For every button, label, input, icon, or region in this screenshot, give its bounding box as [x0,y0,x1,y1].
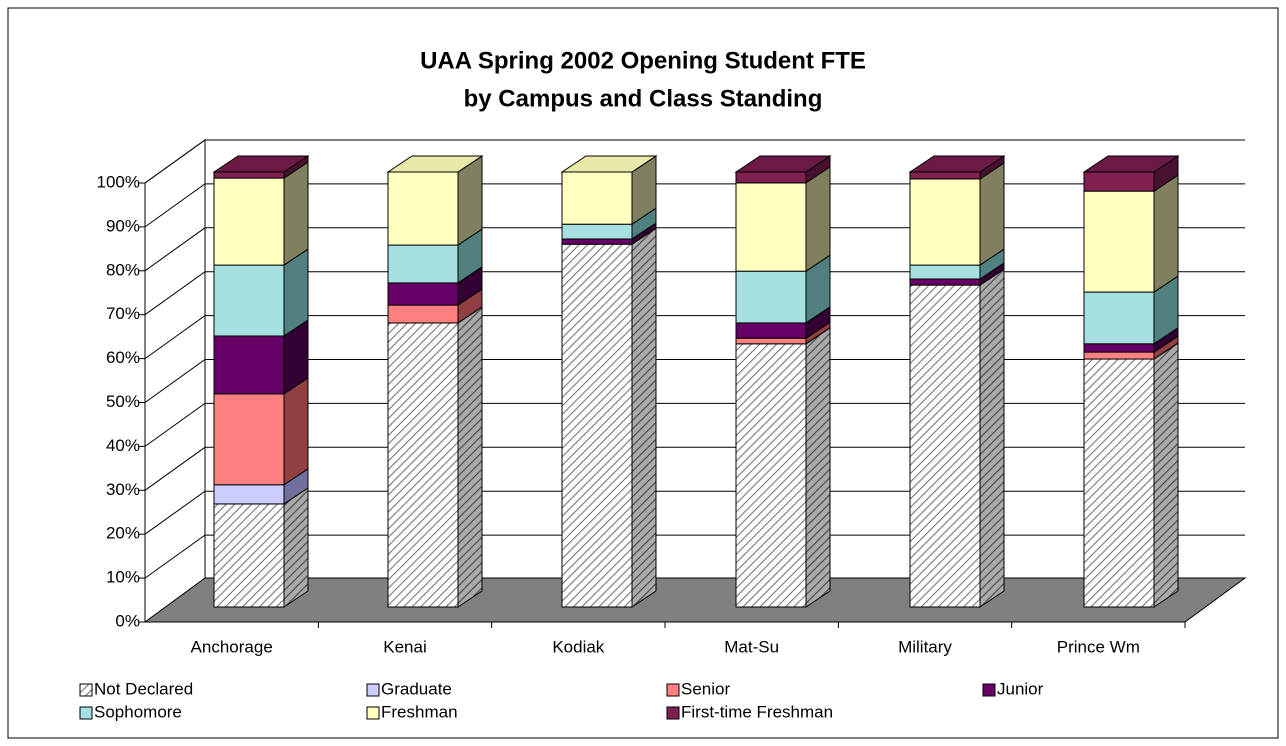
legend-swatch [79,683,93,697]
bar-segment [1083,358,1155,608]
bar-segment [1083,291,1155,345]
bar-segment [1083,190,1155,293]
grid-line [144,402,1245,447]
bar-segment [1083,171,1155,192]
bar-segment [735,337,807,345]
legend-label: Freshman [381,702,458,721]
legend-swatch [79,706,93,720]
bar-top [1082,155,1180,173]
bar-top [734,155,832,173]
grid-line [144,315,1245,360]
x-tick-label: Mat-Su [724,637,779,656]
bar-segment [387,322,459,608]
bar-side [805,326,831,608]
bar-side [283,161,309,267]
y-tick-label: 100% [97,172,140,191]
grid-line [144,446,1245,491]
bar-segment [561,223,633,240]
bar-segment [387,244,459,284]
y-tick-label: 70% [106,304,140,323]
legend-swatch [666,683,680,697]
legend-swatch [366,706,380,720]
legend-label: First-time Freshman [681,702,833,721]
bar-side [631,227,657,608]
bar-side [283,376,309,486]
bar-segment [387,282,459,306]
grid-line [144,359,1245,403]
y-tick-label: 60% [106,348,140,367]
floor [143,577,1247,623]
bar-segment [213,484,285,505]
bar-segment [1083,351,1155,360]
bar-side [283,486,309,608]
legend-label: Senior [681,679,730,698]
chart-title: by Campus and Class Standing [464,85,823,112]
bar-segment [561,243,633,608]
bar-segment [909,284,981,608]
y-tick-label: 10% [106,568,140,587]
bar-segment [735,322,807,339]
y-tick-label: 80% [106,260,140,279]
legend-label: Junior [997,679,1044,698]
bar-segment [213,177,285,266]
grid-line [144,183,1245,228]
bar-segment [213,171,285,179]
bar-side [457,306,483,608]
legend-label: Graduate [381,679,452,698]
bar-side [1153,174,1179,293]
legend-swatch [982,683,996,697]
x-tick-label: Anchorage [191,637,273,656]
x-tick-label: Prince Wm [1057,637,1140,656]
grid-line [144,490,1245,535]
bar-top [212,155,310,173]
bar-segment [387,171,459,246]
legend-swatch [666,706,680,720]
bar-segment [1083,343,1155,353]
x-tick-label: Kenai [383,637,426,656]
grid-line [144,227,1245,272]
bar-side [805,165,831,273]
bar-segment [735,171,807,184]
y-tick-label: 90% [106,216,140,235]
bar-top [560,155,658,173]
bar-segment [735,182,807,272]
bar-top [386,155,484,173]
legend-label: Not Declared [94,679,193,698]
y-tick-label: 30% [106,480,140,499]
bar-segment [213,503,285,608]
bar-side [979,268,1005,608]
bar-segment [561,238,633,245]
grid-line [144,139,1245,184]
bar-segment [909,264,981,280]
bar-segment [909,171,981,180]
y-tick-label: 40% [106,436,140,455]
grid-line [144,271,1245,316]
y-tick-label: 0% [115,611,140,630]
y-tick-label: 20% [106,524,140,543]
bar-segment [909,278,981,286]
y-tick-label: 50% [106,392,140,411]
bar-side [979,162,1005,267]
x-tick-label: Military [898,637,952,656]
bar-segment [735,343,807,608]
bar-segment [909,178,981,266]
grid-line [144,534,1245,579]
bar-segment [561,171,633,225]
bar-segment [213,335,285,395]
bar-side [1153,342,1179,608]
bar-segment [213,393,285,486]
legend-swatch [366,683,380,697]
legend-label: Sophomore [94,702,182,721]
bar-segment [387,304,459,324]
chart-title: UAA Spring 2002 Opening Student FTE [420,47,866,74]
bar-segment [735,270,807,324]
x-tick-label: Kodiak [552,637,604,656]
bar-top [908,155,1006,173]
bar-segment [213,264,285,337]
